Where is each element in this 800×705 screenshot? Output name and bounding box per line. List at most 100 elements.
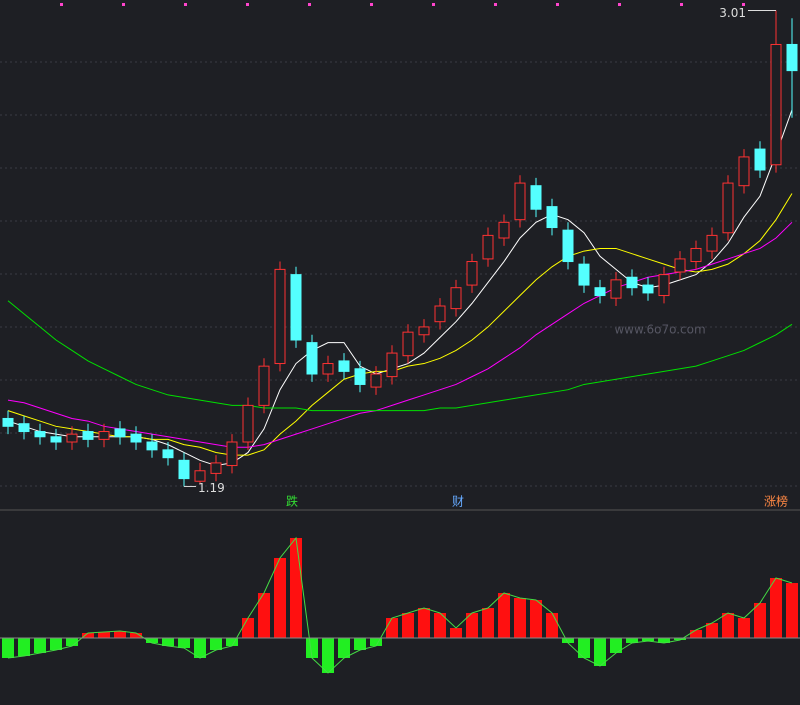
top-dot [122, 3, 125, 6]
indicator-bar [66, 638, 78, 646]
candle-body [754, 148, 766, 171]
candle-body [258, 365, 270, 406]
top-dot [680, 3, 683, 6]
indicator-bar [338, 638, 350, 658]
indicator-bar [770, 578, 782, 638]
candle-body [274, 268, 286, 365]
top-dot [742, 3, 745, 6]
indicator-bar [210, 638, 222, 650]
indicator-bar [354, 638, 366, 650]
candle-body [594, 287, 606, 297]
indicator-bar [130, 633, 142, 638]
indicator-bar [258, 593, 270, 638]
candle-body [690, 247, 702, 263]
indicator-bar [626, 638, 638, 643]
candle-body [450, 287, 462, 310]
indicator-bar [98, 632, 110, 638]
candle-body [722, 182, 734, 234]
candle-body [546, 206, 558, 229]
event-label: 财 [452, 495, 464, 509]
indicator-bar [386, 618, 398, 638]
indicator-bar [786, 583, 798, 638]
candle-body [770, 43, 782, 166]
candle-body [242, 404, 254, 443]
indicator-bar [114, 631, 126, 638]
candle-body [162, 449, 174, 459]
indicator-bar [498, 593, 510, 638]
candle-body [178, 459, 190, 480]
candle-body [402, 331, 414, 357]
indicator-bar [642, 638, 654, 641]
indicator-bar [754, 603, 766, 638]
candle-body [370, 373, 382, 388]
top-dot [432, 3, 435, 6]
candle-body [610, 279, 622, 299]
indicator-bar [578, 638, 590, 658]
indicator-bar [562, 638, 574, 643]
candle-body [626, 276, 638, 289]
indicator-bar [434, 613, 446, 638]
watermark: www.6o7o.com [614, 323, 705, 337]
indicator-bar [18, 638, 30, 656]
indicator-bar [226, 638, 238, 646]
indicator-bar [162, 638, 174, 646]
candle-body [514, 182, 526, 221]
indicator-bar [242, 618, 254, 638]
indicator-bar [50, 638, 62, 650]
indicator-bar [674, 638, 686, 640]
candle-body [466, 261, 478, 286]
candle-body [306, 342, 318, 375]
candle-body [194, 470, 206, 482]
candle-body [34, 431, 46, 438]
candle-body [354, 368, 366, 385]
candle-body [642, 284, 654, 294]
candle-body [210, 462, 222, 474]
candle-body [658, 274, 670, 297]
candle-body [562, 229, 574, 263]
top-dot [370, 3, 373, 6]
indicator-bar [466, 613, 478, 638]
candle-body [82, 431, 94, 440]
indicator-bar [738, 618, 750, 638]
candle-body [338, 360, 350, 372]
candle-body [386, 352, 398, 378]
candle-body [418, 326, 430, 336]
candle-body [130, 433, 142, 443]
indicator-bar [658, 638, 670, 643]
candle-body [226, 441, 238, 467]
top-dot [60, 3, 63, 6]
indicator-bar [594, 638, 606, 666]
candle-body [706, 234, 718, 252]
indicator-bar [178, 638, 190, 648]
candle-body [674, 258, 686, 273]
indicator-bar [2, 638, 14, 658]
candle-body [786, 43, 798, 72]
top-dot [308, 3, 311, 6]
top-dot [618, 3, 621, 6]
indicator-bar [402, 613, 414, 638]
candle-body [434, 305, 446, 323]
candle-body [322, 363, 334, 375]
candle-body [2, 417, 14, 427]
candle-body [50, 436, 62, 443]
candle-body [290, 274, 302, 341]
indicator-bar [482, 608, 494, 638]
indicator-bar [194, 638, 206, 658]
top-dot [494, 3, 497, 6]
indicator-bar [706, 623, 718, 638]
indicator-bar [290, 538, 302, 638]
indicator-bar [546, 613, 558, 638]
indicator-bar [146, 638, 158, 643]
indicator-bar [530, 600, 542, 638]
moving-average [7, 300, 793, 412]
low-label: 1.19 [198, 481, 225, 495]
candle-body [66, 433, 78, 443]
event-label: 跌 [286, 494, 298, 509]
indicator-bar [82, 633, 94, 638]
candle-body [482, 234, 494, 260]
top-dot [246, 3, 249, 6]
top-dot [556, 3, 559, 6]
candle-body [498, 221, 510, 239]
